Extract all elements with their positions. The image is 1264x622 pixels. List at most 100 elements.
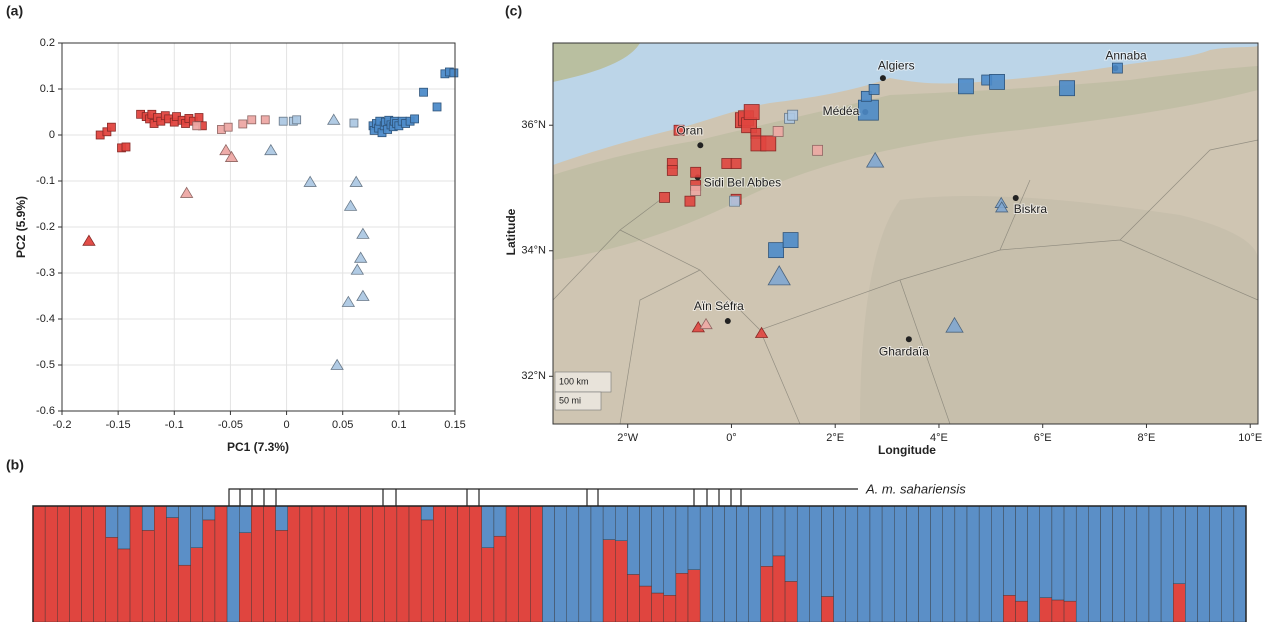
- panel-label: (a): [6, 3, 23, 19]
- bar-segment: [688, 506, 700, 570]
- admixture-plot: [33, 506, 1246, 622]
- bar-segment: [773, 506, 785, 556]
- bar-segment: [1052, 506, 1064, 600]
- bar-segment: [664, 595, 676, 622]
- y-tick-label: -0.2: [36, 221, 55, 233]
- city-dot: [1013, 195, 1019, 201]
- square-marker: [744, 105, 759, 120]
- bar-segment: [1040, 506, 1052, 598]
- square-marker: [858, 100, 878, 120]
- bar-segment: [1173, 506, 1185, 584]
- bar-segment: [348, 506, 360, 622]
- bar-segment: [336, 506, 348, 622]
- x-tick-label: 10°E: [1238, 432, 1262, 444]
- bar-segment: [591, 506, 603, 622]
- bar-segment: [142, 530, 154, 622]
- bar-segment: [106, 506, 118, 537]
- square-marker: [958, 79, 973, 94]
- square-marker: [990, 74, 1005, 89]
- city-dot: [880, 75, 886, 81]
- bar-segment: [373, 506, 385, 622]
- square-marker: [769, 243, 784, 258]
- bar-segment: [470, 506, 482, 622]
- bar-segment: [1052, 600, 1064, 622]
- bar-segment: [312, 506, 324, 622]
- bar-segment: [1100, 506, 1112, 622]
- x-tick-label: 0°: [726, 432, 737, 444]
- bar-segment: [94, 506, 106, 622]
- bar-segment: [1149, 506, 1161, 622]
- bar-segment: [1222, 506, 1234, 622]
- bar-segment: [421, 520, 433, 622]
- bar-segment: [1125, 506, 1137, 622]
- x-tick-label: 0: [284, 419, 290, 431]
- bar-segment: [821, 506, 833, 596]
- bar-segment: [688, 570, 700, 622]
- bar-segment: [385, 506, 397, 622]
- bar-segment: [1016, 506, 1028, 601]
- bar-segment: [1003, 595, 1015, 622]
- x-tick-label: 0.1: [391, 419, 406, 431]
- bar-segment: [1113, 506, 1125, 622]
- bar-segment: [203, 506, 215, 520]
- square-marker: [279, 117, 287, 125]
- bar-segment: [858, 506, 870, 622]
- y-tick-label: 0: [49, 129, 55, 141]
- bar-segment: [737, 506, 749, 622]
- bar-segment: [1016, 601, 1028, 622]
- bar-segment: [482, 548, 494, 622]
- bar-segment: [445, 506, 457, 622]
- x-tick-label: 2°E: [826, 432, 844, 444]
- bar-segment: [931, 506, 943, 622]
- square-marker: [420, 88, 428, 96]
- bar-segment: [300, 506, 312, 622]
- bar-segment: [870, 506, 882, 622]
- x-axis-label: Longitude: [878, 443, 936, 457]
- bar-segment: [640, 506, 652, 586]
- bar-segment: [263, 506, 275, 622]
- bar-segment: [676, 506, 688, 573]
- x-tick-label: 4°E: [930, 432, 948, 444]
- bar-segment: [785, 581, 797, 622]
- group-bracket: [229, 489, 858, 506]
- bar-segment: [433, 506, 445, 622]
- bar-segment: [615, 541, 627, 622]
- city-label: Ghardaïa: [879, 344, 929, 358]
- bar-segment: [82, 506, 94, 622]
- bar-segment: [118, 549, 130, 622]
- x-tick-label: -0.1: [165, 419, 184, 431]
- bar-segment: [603, 540, 615, 622]
- city-dot: [697, 142, 703, 148]
- square-marker: [195, 114, 203, 122]
- x-axis-label: PC1 (7.3%): [227, 440, 289, 454]
- square-marker: [761, 136, 776, 151]
- bar-segment: [834, 506, 846, 622]
- square-marker: [261, 116, 269, 124]
- bar-segment: [1040, 598, 1052, 622]
- x-tick-label: 6°E: [1034, 432, 1052, 444]
- y-tick-label: -0.3: [36, 267, 55, 279]
- square-marker: [691, 186, 701, 196]
- square-marker: [685, 196, 695, 206]
- bar-segment: [361, 506, 373, 622]
- bar-segment: [1173, 584, 1185, 622]
- square-marker: [411, 115, 419, 123]
- map-background: [553, 43, 1258, 424]
- bar-segment: [57, 506, 69, 622]
- scale-label: 50 mi: [559, 395, 581, 405]
- city-label: Sidi Bel Abbes: [704, 175, 781, 189]
- bar-segment: [130, 506, 142, 622]
- bar-segment: [712, 506, 724, 622]
- bar-segment: [530, 506, 542, 622]
- city-label: Oran: [676, 123, 703, 137]
- bar-segment: [555, 506, 567, 622]
- bar-segment: [154, 506, 166, 622]
- bar-segment: [1234, 506, 1246, 622]
- bar-segment: [1197, 506, 1209, 622]
- x-tick-label: 8°E: [1138, 432, 1156, 444]
- bar-segment: [1137, 506, 1149, 622]
- bar-segment: [761, 506, 773, 566]
- bar-segment: [482, 506, 494, 548]
- bar-segment: [652, 593, 664, 622]
- bar-segment: [1185, 506, 1197, 622]
